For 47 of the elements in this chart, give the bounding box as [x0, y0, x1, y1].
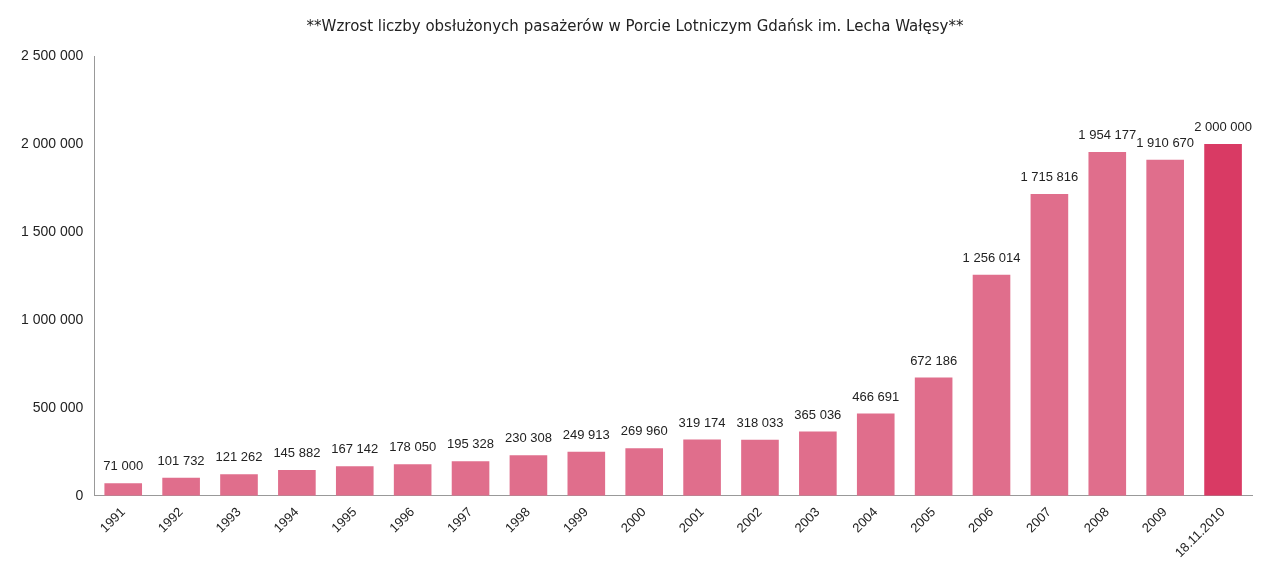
bar: [1146, 159, 1184, 496]
data-label: 318 033: [736, 414, 784, 430]
data-label: 121 262: [215, 449, 263, 465]
bar: [625, 448, 664, 496]
data-label: 145 882: [273, 445, 321, 461]
data-label: 672 186: [910, 352, 958, 368]
bar: [856, 413, 895, 496]
bar: [509, 455, 548, 496]
y-tick-label: 0: [75, 486, 84, 503]
bar: [683, 439, 721, 496]
data-label: 2 000 000: [1194, 119, 1252, 135]
data-label: 319 174: [678, 414, 726, 430]
chart-title: **Wzrost liczby obsłużonych pasażerów w Porcie Lotniczym Gdańsk im. Lecha Wałęsy**: [306, 16, 964, 35]
y-tick-label: 1 000 000: [20, 310, 84, 327]
bar: [162, 477, 200, 496]
data-label: 178 050: [389, 439, 437, 455]
data-label: 195 328: [447, 436, 495, 452]
y-tick-label: 2 000 000: [20, 134, 84, 151]
bar: [972, 274, 1011, 496]
bar: [1030, 193, 1069, 496]
y-tick-label: 1 500 000: [20, 222, 84, 239]
data-label: 466 691: [852, 388, 900, 404]
data-label: 101 732: [157, 452, 205, 468]
bar: [393, 464, 432, 496]
bar: [799, 431, 837, 496]
data-label: 365 036: [794, 406, 842, 422]
data-label: 71 000: [103, 458, 144, 474]
bar: [278, 469, 316, 496]
bar: [335, 466, 374, 496]
data-label: 167 142: [331, 441, 379, 457]
data-label: 1 256 014: [962, 249, 1021, 265]
data-label: 230 308: [504, 430, 552, 446]
data-label: 269 960: [620, 423, 668, 439]
bar: [451, 461, 490, 496]
bar: [1088, 151, 1127, 496]
data-label: 1 715 816: [1020, 168, 1079, 184]
data-label: 1 910 670: [1136, 134, 1195, 150]
bar: [741, 439, 779, 496]
bar: [104, 483, 143, 496]
bar: [220, 474, 258, 496]
data-label: 249 913: [562, 426, 610, 442]
y-tick-label: 500 000: [32, 398, 84, 415]
bar: [1204, 143, 1242, 496]
data-label: 1 954 177: [1078, 127, 1137, 143]
bar: [567, 451, 606, 496]
y-tick-label: 2 500 000: [20, 46, 84, 63]
bar: [914, 377, 953, 496]
